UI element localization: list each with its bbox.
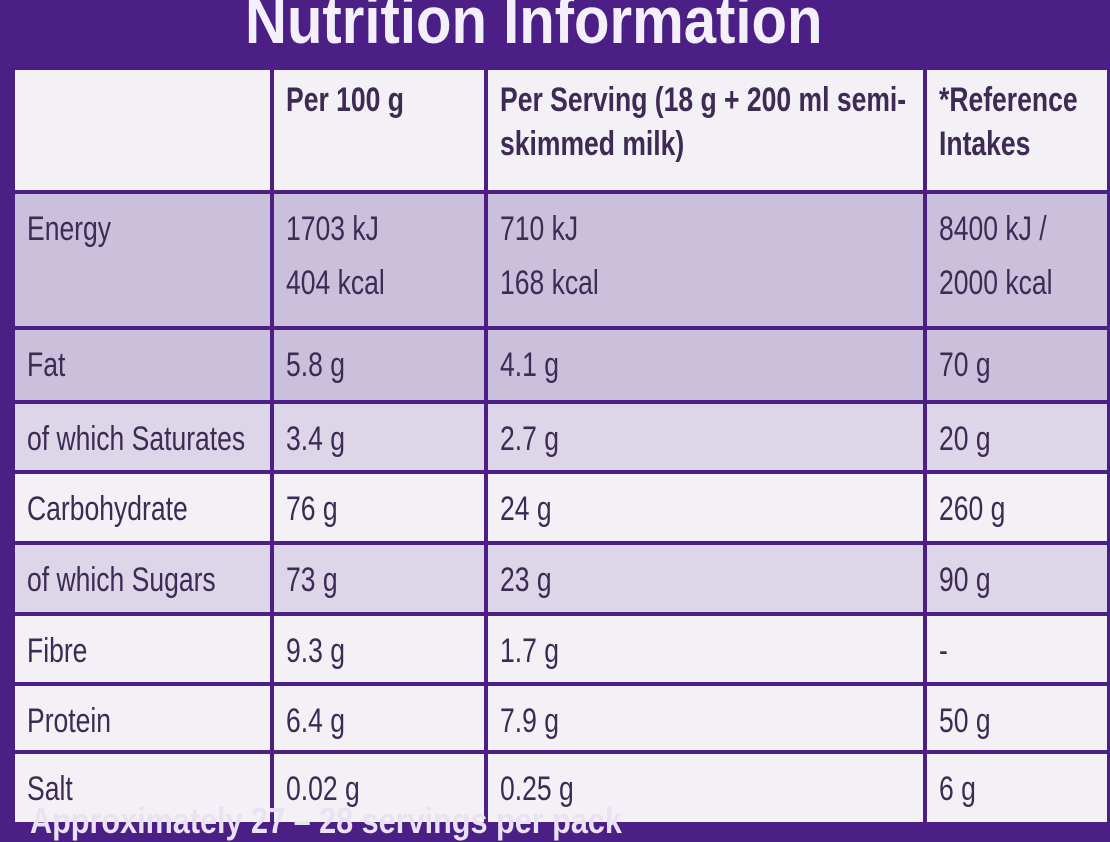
cell-text: 1.7 g [500,632,559,670]
row-label: Protein [15,686,270,750]
row-label: Energy [15,194,270,326]
cell-text: 3.4 g [286,420,345,458]
cell-text: 90 g [939,561,991,599]
cell-text: 9.3 g [286,632,345,670]
cell-text: 0.25 g [500,770,574,808]
row-label: Salt [15,754,270,822]
cell-text: 4.1 g [500,346,559,384]
cell-text: 20 g [939,420,991,458]
title: Nutrition Information [245,0,823,57]
cell-text: *Reference Intakes [939,81,1078,163]
row-label: Fat [15,330,270,400]
value-cell: 1.7 g [488,616,923,682]
header-cell: Per Serving (18 g + 200 ml semi-skimmed … [488,70,923,190]
value-cell: 24 g [488,474,923,541]
value-cell: 3.4 g [274,404,484,470]
row-label: of which Sugars [15,545,270,612]
cell-text: Per 100 g [286,81,404,119]
value-cell: 73 g [274,545,484,612]
cell-text: Energy [27,210,112,248]
value-cell: 90 g [927,545,1107,612]
value-cell: 6 g [927,754,1107,822]
value-cell: 0.25 g [488,754,923,822]
cell-text: 7.9 g [500,702,559,740]
footer-note: Approximately 27 – 28 servings per pack [30,800,622,841]
cell-text: 1703 kJ [286,210,379,248]
header-cell [15,70,270,190]
cell-text: 70 g [939,346,991,384]
value-cell: 76 g [274,474,484,541]
cell-text: 50 g [939,702,991,740]
cell-text: Fat [27,346,66,384]
cell-text: Carbohydrate [27,490,188,528]
cell-text: 2.7 g [500,420,559,458]
cell-text: 168 kcal [500,264,599,302]
cell-text: 260 g [939,490,1006,528]
cell-text: 710 kJ [500,210,579,248]
value-cell: - [927,616,1107,682]
value-cell: 710 kJ 168 kcal [488,194,923,326]
cell-text: - [939,632,948,670]
value-cell: 8400 kJ / 2000 kcal [927,194,1107,326]
cell-text: 0.02 g [286,770,360,808]
row-label: of which Saturates [15,404,270,470]
cell-text: 23 g [500,561,552,599]
nutrition-table: Per 100 g Per Serving (18 g + 200 ml semi… [15,70,1107,822]
value-cell: 260 g [927,474,1107,541]
cell-text: 6.4 g [286,702,345,740]
value-cell: 2.7 g [488,404,923,470]
cell-text: 24 g [500,490,552,528]
value-cell: 7.9 g [488,686,923,750]
cell-text: 404 kcal [286,264,385,302]
cell-text: 8400 kJ / [939,210,1047,248]
value-cell: 5.8 g [274,330,484,400]
cell-text: Fibre [27,632,88,670]
header-cell: Per 100 g [274,70,484,190]
cell-text: Salt [27,770,73,808]
cell-text: 76 g [286,490,338,528]
row-label: Carbohydrate [15,474,270,541]
cell-text: Per Serving (18 g + 200 ml semi-skimmed … [500,81,907,163]
value-cell: 9.3 g [274,616,484,682]
cell-text: Protein [27,702,112,740]
value-cell: 20 g [927,404,1107,470]
value-cell: 4.1 g [488,330,923,400]
header-cell: *Reference Intakes [927,70,1107,190]
value-cell: 1703 kJ 404 kcal [274,194,484,326]
value-cell: 0.02 g [274,754,484,822]
cell-text: 2000 kcal [939,264,1053,302]
cell-text: 73 g [286,561,338,599]
value-cell: 50 g [927,686,1107,750]
row-label: Fibre [15,616,270,682]
cell-text: 6 g [939,770,976,808]
value-cell: 23 g [488,545,923,612]
value-cell: 70 g [927,330,1107,400]
cell-text: of which Sugars [27,561,216,599]
cell-text: of which Saturates [27,420,246,458]
cell-text: 5.8 g [286,346,345,384]
value-cell: 6.4 g [274,686,484,750]
